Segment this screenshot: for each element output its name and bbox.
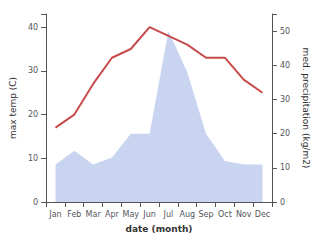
svg-text:30: 30 xyxy=(28,66,38,75)
svg-text:50: 50 xyxy=(280,27,290,36)
svg-text:date (month): date (month) xyxy=(126,224,193,234)
svg-text:Mar: Mar xyxy=(86,210,102,219)
svg-text:20: 20 xyxy=(28,110,38,119)
svg-text:Sep: Sep xyxy=(199,210,214,219)
svg-text:Dec: Dec xyxy=(255,210,270,219)
svg-text:Jul: Jul xyxy=(163,210,174,219)
svg-text:10: 10 xyxy=(28,154,38,163)
svg-text:max temp (C): max temp (C) xyxy=(8,77,18,139)
svg-text:Feb: Feb xyxy=(67,210,81,219)
svg-text:40: 40 xyxy=(28,23,38,32)
svg-text:Oct: Oct xyxy=(218,210,232,219)
svg-text:Jun: Jun xyxy=(142,210,156,219)
svg-text:Nov: Nov xyxy=(236,210,252,219)
svg-text:Jan: Jan xyxy=(48,210,61,219)
svg-text:0: 0 xyxy=(33,198,38,207)
svg-text:med. precipitation (kg/m2): med. precipitation (kg/m2) xyxy=(301,48,311,169)
svg-text:May: May xyxy=(122,210,139,219)
svg-text:30: 30 xyxy=(280,95,290,104)
svg-text:Aug: Aug xyxy=(179,210,195,219)
svg-text:40: 40 xyxy=(280,61,290,70)
svg-text:0: 0 xyxy=(280,198,285,207)
svg-text:10: 10 xyxy=(280,163,290,172)
svg-text:20: 20 xyxy=(280,129,290,138)
svg-text:Apr: Apr xyxy=(105,210,120,219)
